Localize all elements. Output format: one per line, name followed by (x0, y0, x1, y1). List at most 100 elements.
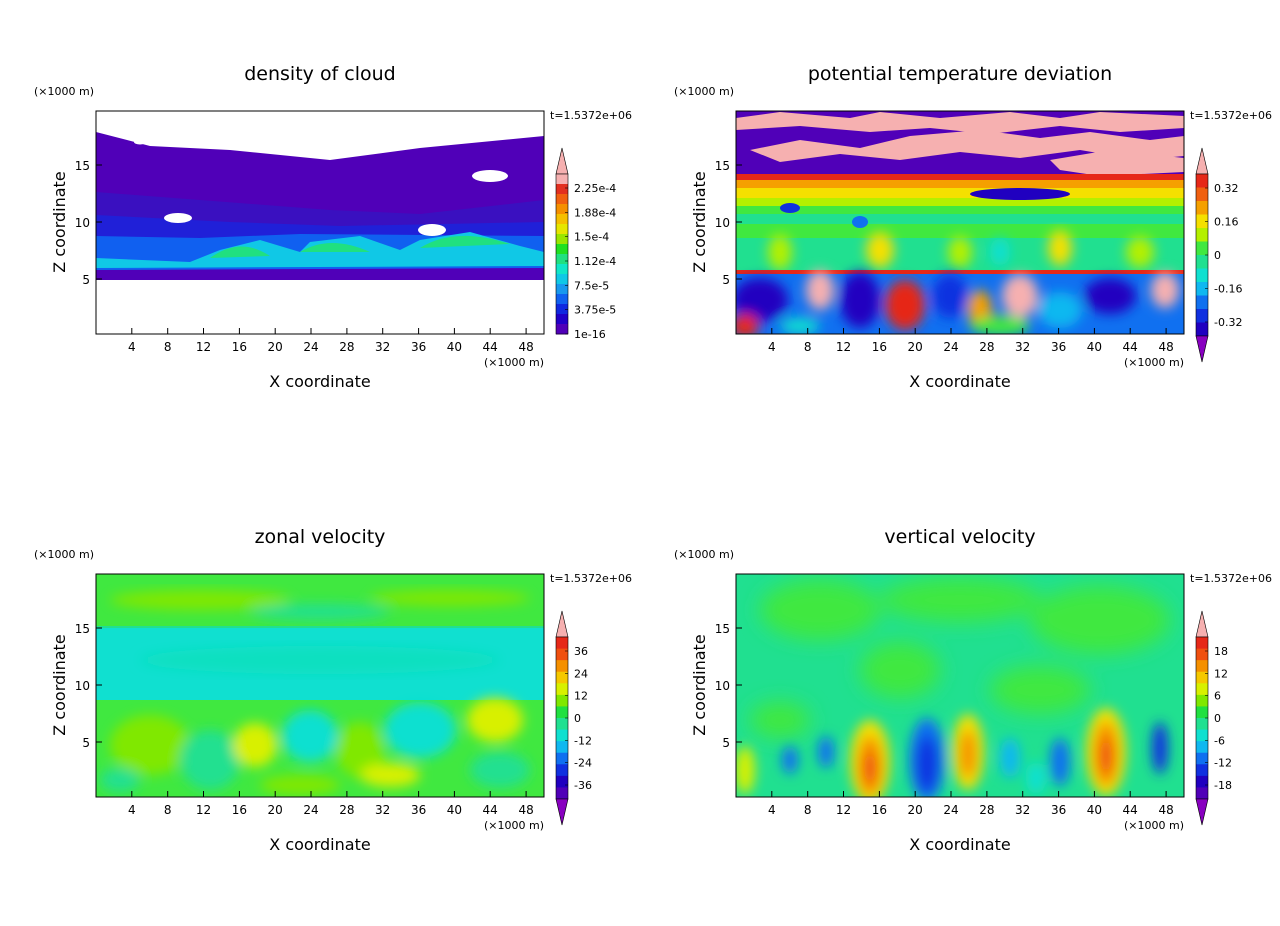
y-ticks: 5 10 15 (75, 622, 102, 750)
colorbar-swatch (1196, 787, 1208, 800)
colorbar-swatch (556, 234, 568, 245)
x-tick-label: 40 (1087, 340, 1102, 354)
colorbar-swatch (556, 637, 568, 650)
panel-title: zonal velocity (255, 526, 386, 548)
y-tick-label: 10 (715, 679, 730, 693)
colorbar-arrow-bottom (1195, 335, 1209, 363)
y-ticks: 5 10 15 (715, 622, 742, 750)
x-ticks: 4 8 12 16 20 24 28 32 36 40 44 48 (768, 791, 1174, 817)
colorbar-swatch (556, 752, 568, 765)
x-tick-label: 20 (908, 340, 923, 354)
panel-title: density of cloud (244, 63, 396, 85)
colorbar-swatch (1196, 255, 1208, 269)
colorbar-swatch (556, 775, 568, 788)
colorbar-swatch (1196, 174, 1208, 188)
x-tick-label: 4 (768, 340, 776, 354)
x-tick-label: 12 (836, 803, 851, 817)
x-unit: (×1000 m) (1124, 356, 1184, 369)
colorbar-swatch (556, 741, 568, 754)
colorbar-label: -18 (1214, 779, 1232, 792)
colorbar-swatch (1196, 648, 1208, 661)
x-tick-label: 8 (804, 803, 812, 817)
x-tick-label: 20 (268, 340, 283, 354)
colorbar: 36 24 12 0 -12 -24 -36 (555, 610, 592, 826)
x-tick-label: 20 (908, 803, 923, 817)
x-tick-label: 32 (375, 803, 390, 817)
colorbar-label: 12 (574, 690, 588, 703)
x-tick-label: 36 (411, 803, 426, 817)
panel-cloud: density of cloud (×1000 m) t=1.5372e+06 … (34, 63, 632, 391)
colorbar-arrow-top (1195, 610, 1209, 638)
heatmap-field (96, 574, 544, 797)
panel-zonal: zonal velocity (×1000 m) t=1.5372e+06 (34, 526, 632, 854)
x-tick-label: 4 (128, 803, 136, 817)
x-tick-label: 44 (483, 803, 498, 817)
x-unit: (×1000 m) (484, 356, 544, 369)
x-tick-label: 40 (447, 803, 462, 817)
x-tick-label: 48 (518, 803, 533, 817)
x-tick-label: 16 (872, 340, 887, 354)
colorbar-label: 0 (1214, 249, 1221, 262)
colorbar-arrow-top (1195, 147, 1209, 175)
colorbar-arrow-top (555, 147, 569, 175)
x-tick-label: 32 (1015, 803, 1030, 817)
colorbar-swatch (1196, 322, 1208, 337)
x-tick-label: 48 (1158, 803, 1173, 817)
heatmap-field (96, 111, 544, 334)
x-tick-label: 44 (1123, 340, 1138, 354)
x-tick-label: 16 (232, 803, 247, 817)
x-tick-label: 28 (979, 803, 994, 817)
colorbar-label: 1.12e-4 (574, 255, 616, 268)
y-ticks: 5 10 15 (715, 159, 742, 287)
colorbar-label: 1e-16 (574, 328, 606, 341)
y-axis-label: Z coordinate (690, 634, 709, 735)
time-label: t=1.5372e+06 (550, 109, 632, 122)
x-axis-label: X coordinate (269, 835, 370, 854)
y-axis-label: Z coordinate (50, 634, 69, 735)
y-tick-label: 5 (722, 273, 730, 287)
colorbar-swatch (556, 204, 568, 215)
colorbar-label: -36 (574, 779, 592, 792)
x-tick-label: 4 (768, 803, 776, 817)
colorbar-label: 12 (1214, 667, 1228, 680)
x-tick-label: 4 (128, 340, 136, 354)
colorbar-swatch (1196, 683, 1208, 696)
colorbar-swatch (1196, 228, 1208, 242)
y-unit: (×1000 m) (34, 85, 94, 98)
x-tick-label: 28 (339, 340, 354, 354)
colorbar: 18 12 6 0 -6 -12 -18 (1195, 610, 1232, 826)
panel-vertical: vertical velocity (×1000 m) t=1.5372e+06 (674, 526, 1272, 854)
colorbar-swatch (1196, 282, 1208, 296)
x-tick-label: 40 (1087, 803, 1102, 817)
colorbar-label: 36 (574, 645, 588, 658)
colorbar: 2.25e-4 1.88e-4 1.5e-4 1.12e-4 7.5e-5 3.75e-5… (555, 147, 616, 341)
colorbar-swatch (556, 671, 568, 684)
colorbar-swatch (556, 648, 568, 661)
colorbar-swatch (556, 294, 568, 305)
x-tick-label: 36 (1051, 340, 1066, 354)
colorbar-swatch (556, 224, 568, 235)
x-tick-label: 32 (375, 340, 390, 354)
x-tick-label: 8 (164, 340, 172, 354)
colorbar-swatch (1196, 309, 1208, 323)
x-tick-label: 24 (943, 340, 958, 354)
colorbar: 0.32 0.16 0 -0.16 -0.32 (1195, 147, 1242, 363)
y-tick-label: 15 (715, 622, 730, 636)
x-unit: (×1000 m) (1124, 819, 1184, 832)
y-tick-label: 10 (75, 216, 90, 230)
y-unit: (×1000 m) (674, 548, 734, 561)
colorbar-label: -0.16 (1214, 283, 1242, 296)
x-axis-label: X coordinate (909, 372, 1010, 391)
colorbar-swatch (556, 729, 568, 742)
y-axis-label: Z coordinate (690, 171, 709, 272)
colorbar-swatch (556, 718, 568, 731)
colorbar-swatch (1196, 214, 1208, 229)
y-tick-label: 15 (715, 159, 730, 173)
x-tick-label: 24 (303, 340, 318, 354)
colorbar-label: 18 (1214, 645, 1228, 658)
colorbar-label: 7.5e-5 (574, 279, 609, 292)
y-axis-label: Z coordinate (50, 171, 69, 272)
colorbar-label: 3.75e-5 (574, 304, 616, 317)
colorbar-swatch (1196, 741, 1208, 754)
